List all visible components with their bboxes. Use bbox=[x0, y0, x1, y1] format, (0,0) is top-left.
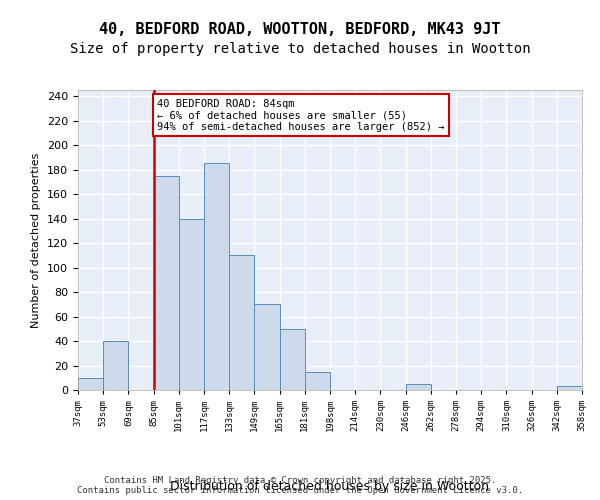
Bar bbox=[557, 386, 582, 390]
Bar bbox=[154, 176, 179, 390]
Bar bbox=[254, 304, 280, 390]
Bar bbox=[406, 384, 431, 390]
Text: Size of property relative to detached houses in Wootton: Size of property relative to detached ho… bbox=[70, 42, 530, 56]
Bar bbox=[204, 164, 229, 390]
Bar bbox=[103, 341, 128, 390]
Bar bbox=[305, 372, 330, 390]
Bar bbox=[229, 256, 254, 390]
Bar bbox=[280, 329, 305, 390]
Text: 40, BEDFORD ROAD, WOOTTON, BEDFORD, MK43 9JT: 40, BEDFORD ROAD, WOOTTON, BEDFORD, MK43… bbox=[99, 22, 501, 38]
Text: 40 BEDFORD ROAD: 84sqm
← 6% of detached houses are smaller (55)
94% of semi-deta: 40 BEDFORD ROAD: 84sqm ← 6% of detached … bbox=[157, 98, 445, 132]
Bar bbox=[179, 218, 204, 390]
Bar bbox=[78, 378, 103, 390]
X-axis label: Distribution of detached houses by size in Wootton: Distribution of detached houses by size … bbox=[170, 480, 490, 493]
Text: Contains HM Land Registry data © Crown copyright and database right 2025.
Contai: Contains HM Land Registry data © Crown c… bbox=[77, 476, 523, 495]
Y-axis label: Number of detached properties: Number of detached properties bbox=[31, 152, 41, 328]
